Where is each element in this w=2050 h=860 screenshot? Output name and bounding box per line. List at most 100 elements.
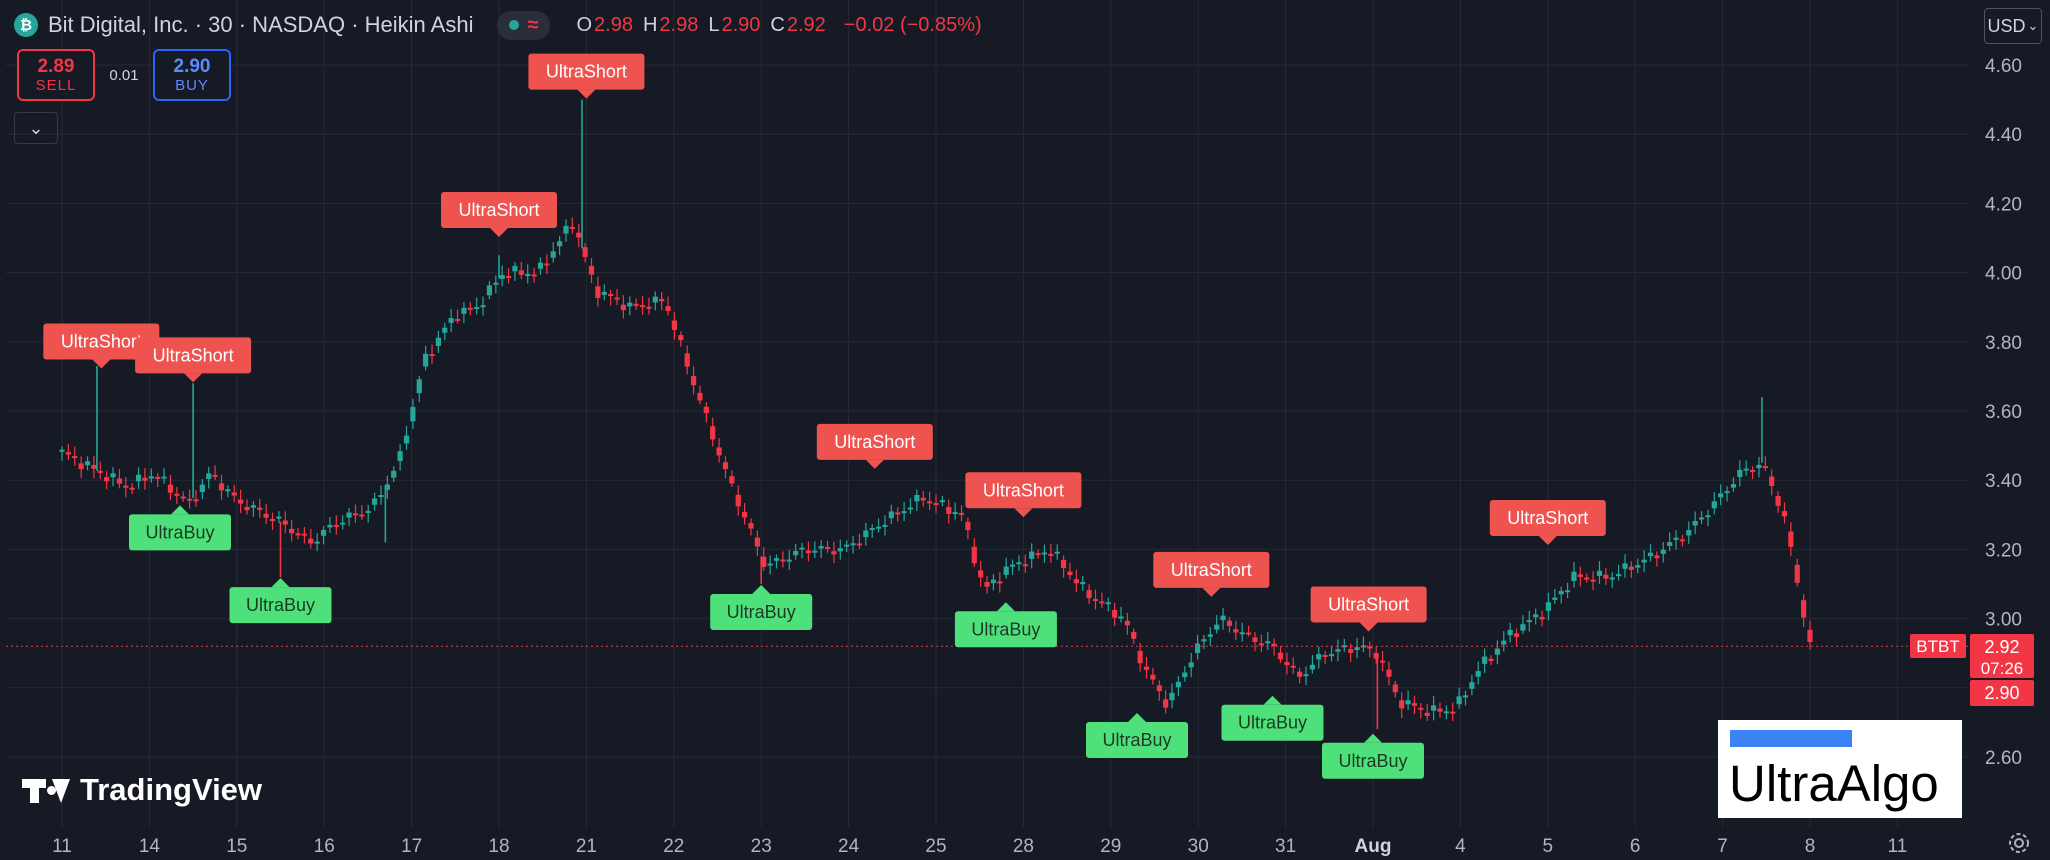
- symbol-title[interactable]: Bit Digital, Inc. · 30 · NASDAQ · Heikin…: [48, 12, 474, 37]
- candle: [1749, 469, 1756, 472]
- candle: [1622, 563, 1628, 569]
- candle: [1539, 616, 1545, 620]
- signal-label: UltraShort: [153, 345, 234, 365]
- signal-label: UltraShort: [983, 480, 1064, 500]
- bitcoin-logo-icon: ₿: [14, 13, 38, 37]
- signal-box: [1221, 704, 1324, 741]
- candle: [1169, 692, 1175, 701]
- candle: [1163, 699, 1169, 708]
- signal-pointer: [92, 359, 111, 369]
- candle: [1756, 464, 1762, 469]
- collapse-legend-button[interactable]: ⌄: [14, 112, 58, 144]
- candle: [174, 493, 180, 496]
- candle: [939, 500, 945, 503]
- candle: [1220, 615, 1226, 621]
- candle: [850, 543, 856, 546]
- candle: [1303, 674, 1309, 677]
- x-tick-label: 29: [1100, 836, 1121, 857]
- candle: [199, 484, 205, 493]
- candle: [1373, 653, 1379, 659]
- candle: [269, 518, 276, 521]
- candle: [627, 302, 633, 307]
- candle: [1175, 681, 1182, 688]
- signal-pointer: [271, 578, 290, 588]
- indicator-pill[interactable]: ≈: [497, 10, 551, 40]
- candle: [1475, 671, 1481, 677]
- candle: [844, 544, 850, 547]
- candle: [1762, 466, 1768, 469]
- trade-panel: 2.89 SELL 0.01 2.90 BUY: [17, 49, 231, 101]
- buy-button[interactable]: 2.90 BUY: [153, 49, 231, 101]
- candle: [1099, 601, 1105, 604]
- candle: [1590, 579, 1596, 582]
- currency-select[interactable]: USD ⌄: [1984, 8, 2042, 44]
- watermark-text: UltraAlgo: [1729, 755, 1939, 812]
- signal-label: UltraShort: [834, 432, 915, 452]
- settings-gear-icon[interactable]: [2006, 830, 2032, 856]
- candle: [978, 570, 984, 578]
- candle: [1156, 685, 1162, 692]
- x-tick-label: 23: [751, 836, 772, 857]
- candle: [384, 484, 390, 490]
- candle: [1252, 637, 1258, 642]
- ultrashort-signal: UltraShort: [528, 53, 645, 99]
- candle: [678, 335, 684, 341]
- last-price-label: 2.92: [1984, 637, 2019, 657]
- signal-pointer: [490, 228, 508, 237]
- candle: [186, 498, 193, 501]
- candle: [1105, 602, 1111, 605]
- candle: [971, 546, 977, 564]
- candle: [135, 474, 142, 482]
- candle: [1022, 564, 1028, 567]
- candle: [129, 487, 135, 490]
- y-tick-label: 4.00: [1985, 264, 2022, 285]
- signal-label: UltraShort: [61, 331, 142, 351]
- sell-button[interactable]: 2.89 SELL: [17, 49, 95, 101]
- signal-pointer: [752, 585, 771, 594]
- candle: [1328, 654, 1335, 657]
- chart-header: ₿ Bit Digital, Inc. · 30 · NASDAQ · Heik…: [14, 8, 982, 42]
- signal-box: [135, 337, 252, 374]
- spread-value: 0.01: [109, 66, 139, 84]
- candle: [1431, 705, 1437, 711]
- chevron-down-icon: ⌄: [2027, 18, 2039, 33]
- candle: [531, 274, 537, 277]
- candle: [327, 524, 333, 528]
- ultrabuy-signal: UltraBuy: [1086, 713, 1189, 759]
- candle: [563, 225, 569, 234]
- candle: [116, 478, 123, 484]
- y-tick-label: 4.20: [1985, 194, 2022, 215]
- signal-label: UltraBuy: [971, 619, 1040, 639]
- last-price-box: [1970, 634, 2034, 678]
- ultrashort-signal: UltraShort: [816, 423, 933, 469]
- ohlc-low: L 2.90: [708, 13, 761, 36]
- candle: [378, 495, 384, 498]
- candle: [1309, 664, 1315, 670]
- candle: [1392, 684, 1398, 693]
- candle: [767, 563, 773, 566]
- candle: [812, 550, 818, 553]
- signal-label: UltraBuy: [1338, 751, 1407, 771]
- candle: [257, 507, 263, 510]
- y-tick-label: 3.00: [1985, 610, 2022, 631]
- candle: [454, 318, 461, 321]
- ohlc-close: C 2.92: [770, 13, 826, 36]
- candle: [371, 498, 378, 505]
- ultrabuy-signal: UltraBuy: [954, 602, 1057, 648]
- candle: [525, 273, 531, 276]
- signal-box: [1086, 722, 1189, 759]
- candle: [1577, 574, 1583, 577]
- candle: [231, 492, 237, 496]
- signal-label: UltraBuy: [246, 595, 315, 615]
- tradingview-logo[interactable]: TradingView: [22, 772, 262, 808]
- symbol-tag-bg: [1910, 634, 1966, 658]
- candle: [671, 320, 678, 331]
- candle: [914, 494, 920, 502]
- candle: [793, 550, 799, 556]
- candle: [907, 507, 914, 510]
- candle: [1711, 501, 1717, 509]
- candle: [480, 305, 486, 308]
- candle: [1718, 493, 1724, 498]
- candle: [1405, 700, 1411, 705]
